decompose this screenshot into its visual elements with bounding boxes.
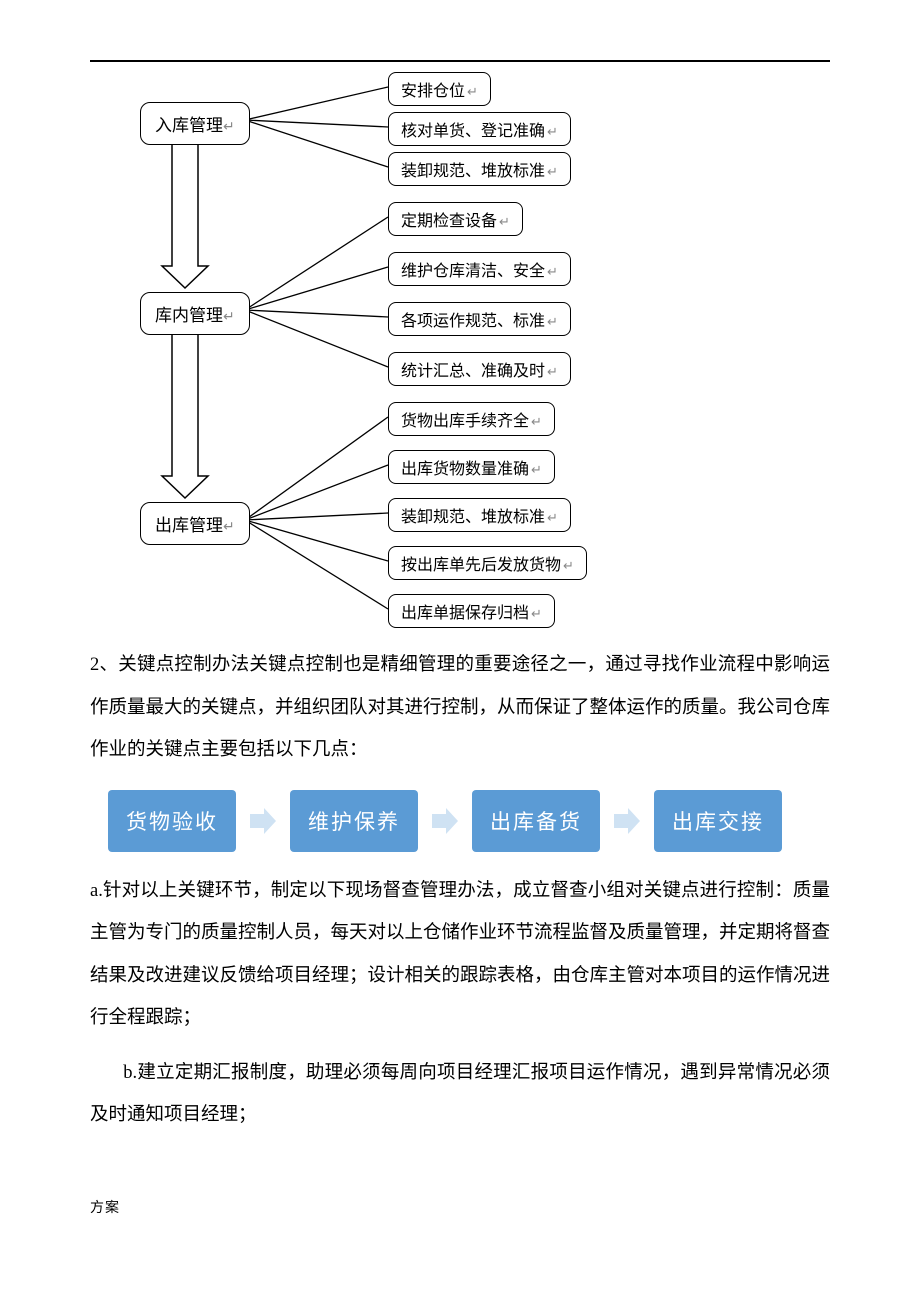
top-rule <box>90 60 830 62</box>
leaf-node-2-0: 货物出库手续齐全↵ <box>388 402 555 436</box>
flow-arrow-1 <box>162 332 208 498</box>
leaf-node-1-0: 定期检查设备↵ <box>388 202 523 236</box>
process-step-2: 出库备货 <box>472 790 600 852</box>
leaf-node-2-3: 按出库单先后发放货物↵ <box>388 546 587 580</box>
leaf-node-0-0: 安排仓位↵ <box>388 72 491 106</box>
process-arrow-icon <box>246 804 280 838</box>
leaf-node-2-1: 出库货物数量准确↵ <box>388 450 555 484</box>
leaf-node-0-2: 装卸规范、堆放标准↵ <box>388 152 571 186</box>
process-flow: 货物验收维护保养出库备货出库交接 <box>108 790 830 852</box>
main-node-0: 入库管理↵ <box>140 102 250 145</box>
process-step-1: 维护保养 <box>290 790 418 852</box>
process-arrow-icon <box>428 804 462 838</box>
main-node-2: 出库管理↵ <box>140 502 250 545</box>
footer-label: 方案 <box>90 1197 830 1217</box>
leaf-node-0-1: 核对单货、登记准确↵ <box>388 112 571 146</box>
paragraph-b: b.建立定期汇报制度，助理必须每周向项目经理汇报项目运作情况，遇到异常情况必须及… <box>90 1052 830 1137</box>
leaf-node-2-2: 装卸规范、堆放标准↵ <box>388 498 571 532</box>
leaf-node-1-3: 统计汇总、准确及时↵ <box>388 352 571 386</box>
flow-arrow-0 <box>162 142 208 288</box>
main-node-1: 库内管理↵ <box>140 292 250 335</box>
process-step-3: 出库交接 <box>654 790 782 852</box>
warehouse-diagram: 入库管理↵ 库内管理↵ 出库管理↵ 安排仓位↵ 核对单货、登记准确↵ 装卸规范、堆放标准↵… <box>110 72 770 632</box>
leaf-node-2-4: 出库单据保存归档↵ <box>388 594 555 628</box>
paragraph-a: a.针对以上关键环节，制定以下现场督查管理办法，成立督查小组对关键点进行控制：质… <box>90 870 830 1040</box>
leaf-node-1-1: 维护仓库清洁、安全↵ <box>388 252 571 286</box>
process-step-0: 货物验收 <box>108 790 236 852</box>
leaf-node-1-2: 各项运作规范、标准↵ <box>388 302 571 336</box>
process-arrow-icon <box>610 804 644 838</box>
paragraph-keypoint-intro: 2、关键点控制办法关键点控制也是精细管理的重要途径之一，通过寻找作业流程中影响运… <box>90 644 830 772</box>
